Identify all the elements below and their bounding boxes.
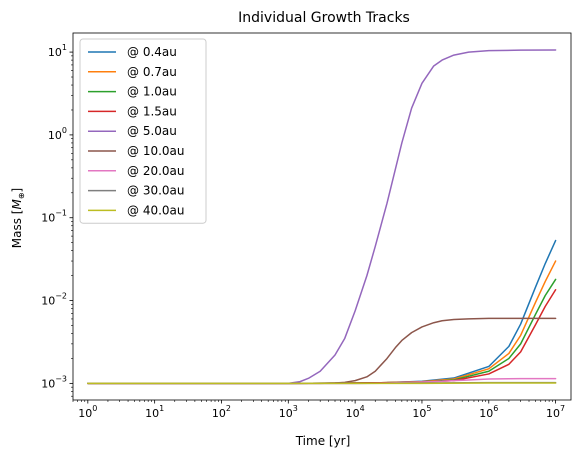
y-tick-label: 10−2 [41,292,67,308]
y-axis-label-prefix: Mass [ [10,210,24,249]
legend: @ 0.4au @ 0.7au @ 1.0au @ 1.5au @ 5.0au @ 10.… [79,38,207,224]
x-tick-label-base: 10 [479,407,493,420]
x-tick-label-exponent: 6 [493,404,498,413]
x-tick-label-base: 10 [78,407,92,420]
y-tick-label-exponent: −2 [55,292,67,301]
y-tick-label-base: 10 [48,46,62,59]
y-tick-label-base: 10 [41,295,55,308]
x-tick-label: 107 [546,404,565,420]
legend-label: @ 10.0au [127,144,185,158]
y-tick-label: 10−3 [41,374,67,390]
y-axis-label-subscript: ⊕ [17,192,26,199]
legend-label: @ 0.4au [127,45,177,59]
chart-title: Individual Growth Tracks [238,10,410,26]
x-axis-label: Time [yr] [295,434,351,448]
x-tick-label: 105 [412,404,431,420]
legend-label: @ 30.0au [127,184,185,198]
x-tick-label-base: 10 [546,407,560,420]
legend-label: @ 20.0au [127,164,185,178]
plot-area: 100 101 102 103 104 105 106 10710−310−210−11001… [41,32,572,420]
x-tick-label-base: 10 [212,407,226,420]
x-tick-label-base: 10 [412,407,426,420]
y-axis-label-suffix: ] [10,188,24,193]
x-tick-label-base: 10 [279,407,293,420]
y-tick-label-base: 10 [48,129,62,142]
x-tick-label: 102 [212,404,231,420]
y-tick-label-exponent: −1 [55,209,67,218]
y-axis-label-symbol: M [10,199,24,210]
x-tick-label-exponent: 1 [159,404,164,413]
y-tick-label-exponent: 0 [62,126,67,135]
legend-label: @ 1.0au [127,85,177,99]
legend-label: @ 5.0au [127,124,177,138]
x-tick-label-exponent: 0 [92,404,97,413]
y-tick-label: 10−1 [41,209,67,225]
x-axis-ticks: 100 101 102 103 104 105 106 107 [78,400,565,420]
x-tick-label-base: 10 [346,407,360,420]
y-tick-label: 101 [48,43,67,59]
x-tick-label: 103 [279,404,298,420]
x-tick-label-base: 10 [145,407,159,420]
x-tick-label-exponent: 5 [426,404,431,413]
y-axis-label: Mass [M⊕] [10,188,26,248]
x-tick-label: 101 [145,404,164,420]
y-tick-label-base: 10 [41,212,55,225]
y-tick-label-base: 10 [41,377,55,390]
legend-label: @ 1.5au [127,104,177,118]
y-tick-label: 100 [48,126,67,142]
series-lines [87,49,557,385]
y-tick-label-exponent: 1 [62,43,67,52]
x-tick-label-exponent: 4 [360,404,365,413]
series-line-4 [87,49,557,385]
x-tick-label-exponent: 7 [560,404,565,413]
x-tick-label-exponent: 2 [226,404,231,413]
plot-frame [72,32,572,401]
x-tick-label: 100 [78,404,97,420]
x-tick-label-exponent: 3 [293,404,298,413]
x-tick-label: 104 [346,404,365,420]
legend-label: @ 40.0au [127,203,185,217]
y-tick-label-exponent: −3 [55,374,67,383]
legend-box [79,38,207,224]
x-tick-label: 106 [479,404,498,420]
legend-label: @ 0.7au [127,65,177,79]
